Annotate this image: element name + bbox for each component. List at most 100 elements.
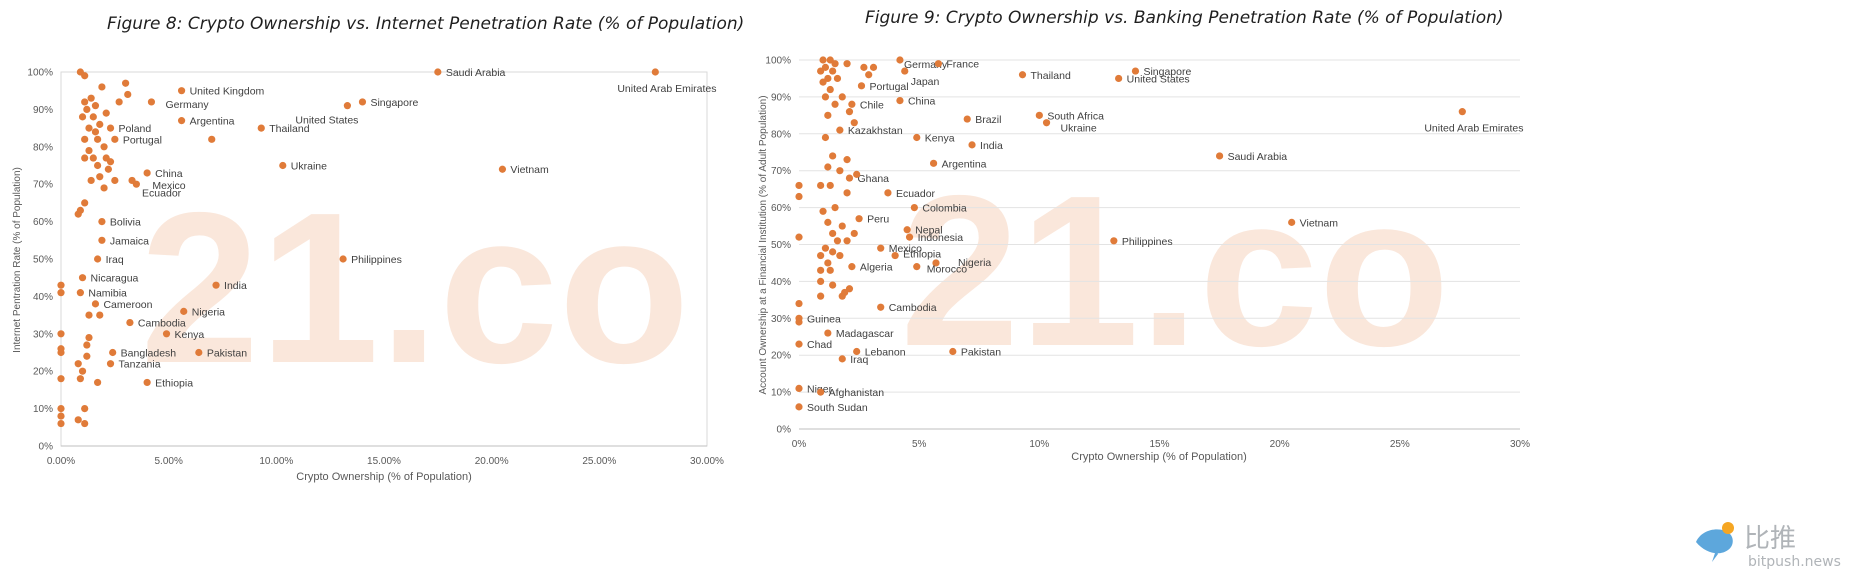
point-label: Philippines: [1122, 236, 1173, 248]
data-point: [853, 170, 861, 178]
data-point: [343, 102, 351, 110]
data-point: [848, 263, 856, 271]
data-point: [817, 277, 825, 285]
point-label: Nicaragua: [91, 273, 139, 285]
data-point: [836, 167, 844, 175]
x-tick-label: 10%: [1029, 439, 1049, 450]
data-point: [76, 375, 84, 383]
data-point: [817, 266, 825, 274]
point-label: Portugal: [123, 134, 162, 146]
point-label: Vietnam: [1300, 217, 1339, 229]
data-point: [78, 113, 87, 121]
point-label: Cameroon: [103, 299, 152, 311]
point-label: South Africa: [1047, 110, 1104, 122]
y-axis-title: Internet Pentration Rate (% of Populatio…: [12, 167, 23, 353]
data-point: [57, 412, 65, 420]
data-point: [833, 74, 842, 83]
data-point: [1131, 67, 1140, 75]
data-point: [106, 360, 115, 368]
bird-badge-icon: [1722, 522, 1734, 534]
y-tick-label: 30%: [771, 314, 791, 325]
x-tick-label: 20%: [1270, 439, 1290, 450]
point-label: Nepal: [915, 225, 942, 237]
x-tick-label: 15.00%: [367, 456, 401, 467]
data-point: [795, 318, 803, 326]
data-point: [85, 311, 93, 319]
data-point: [824, 329, 832, 337]
data-point: [106, 124, 115, 132]
data-point: [860, 63, 868, 71]
data-point: [819, 207, 827, 215]
data-point: [896, 56, 904, 64]
point-label: Kenya: [925, 132, 955, 144]
data-point: [853, 347, 861, 356]
data-point: [905, 233, 914, 241]
point-label: Thailand: [1031, 70, 1071, 82]
data-point: [821, 93, 830, 101]
data-point: [831, 100, 839, 108]
y-tick-label: 70%: [771, 166, 791, 177]
data-point: [821, 244, 830, 252]
data-point: [177, 87, 186, 95]
point-label: Cambodia: [138, 318, 186, 330]
data-point: [85, 333, 93, 342]
point-label: Poland: [119, 123, 152, 135]
data-point: [498, 165, 507, 173]
data-point: [1288, 218, 1296, 226]
point-label: Portugal: [869, 81, 908, 93]
x-tick-label: 30%: [1510, 439, 1530, 450]
point-label: United States: [1127, 73, 1190, 85]
data-point: [843, 237, 851, 245]
y-tick-label: 60%: [771, 203, 791, 214]
data-point: [845, 174, 854, 182]
data-point: [57, 405, 65, 413]
data-point: [829, 248, 837, 256]
point-label: Bangladesh: [121, 348, 177, 360]
point-label: Iraq: [106, 254, 124, 266]
x-tick-label: 25.00%: [582, 456, 616, 467]
point-label: China: [155, 168, 183, 180]
point-label: Algeria: [860, 262, 893, 274]
y-tick-label: 80%: [771, 129, 791, 140]
data-point: [963, 115, 971, 123]
data-point: [795, 403, 803, 411]
data-point: [932, 259, 940, 267]
data-point: [100, 143, 108, 151]
figure-9-panel: Figure 9: Crypto Ownership vs. Banking P…: [758, 0, 1868, 587]
point-label: Saudi Arabia: [446, 67, 506, 79]
data-point: [817, 388, 825, 396]
data-point: [896, 96, 904, 105]
data-point: [257, 124, 265, 132]
data-point: [100, 184, 108, 192]
data-point: [74, 416, 82, 424]
point-label: China: [908, 96, 936, 108]
y-tick-label: 0%: [777, 425, 792, 436]
data-point: [83, 341, 91, 349]
y-tick-label: 50%: [33, 255, 53, 266]
data-point: [57, 289, 65, 297]
figure-8-scatter: 21.co 0.00% 5.00% 10.00% 15.00% 20.00% 25.00% 3…: [12, 67, 724, 483]
data-point: [817, 251, 825, 260]
data-point: [819, 56, 827, 64]
data-point: [87, 94, 95, 102]
point-label: United Arab Emirates: [1424, 123, 1523, 135]
point-label: Argentina: [190, 116, 235, 128]
data-point: [838, 222, 846, 230]
point-label: Philippines: [351, 254, 402, 266]
data-point: [98, 218, 106, 226]
data-point: [128, 176, 136, 185]
data-point: [208, 135, 216, 143]
data-point: [843, 189, 851, 197]
point-label: Cambodia: [889, 302, 937, 314]
data-point: [819, 78, 827, 86]
data-point: [795, 340, 803, 348]
data-point: [836, 126, 844, 134]
data-point: [96, 173, 104, 181]
chart-title: Figure 9: Crypto Ownership vs. Banking P…: [865, 8, 1504, 28]
data-point: [85, 146, 93, 155]
point-label: Thailand: [269, 123, 309, 135]
data-point: [122, 79, 130, 87]
bird-body-icon: [1696, 529, 1733, 554]
point-label: South Sudan: [807, 402, 868, 414]
data-point: [143, 169, 151, 177]
